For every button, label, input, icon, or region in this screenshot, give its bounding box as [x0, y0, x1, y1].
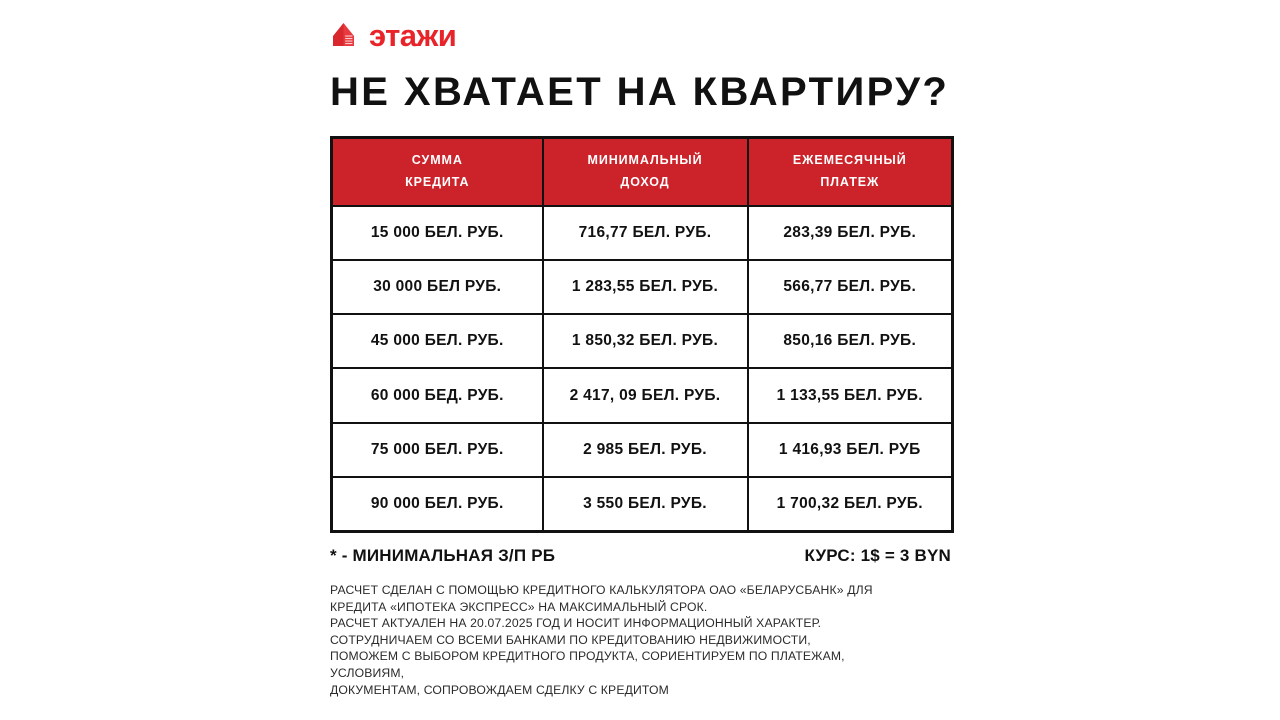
table-row: 30 000 БЕЛ РУБ. 1 283,55 БЕЛ. РУБ. 566,7…: [330, 258, 954, 316]
cell-loan-amount: 45 000 БЕЛ. РУБ.: [330, 313, 544, 370]
footnote-min-salary: * - МИНИМАЛЬНАЯ З/П РБ: [330, 546, 556, 565]
table-row: 15 000 БЕЛ. РУБ. 716,77 БЕЛ. РУБ. 283,39…: [330, 204, 954, 261]
cell-min-income: 716,77 БЕЛ. РУБ.: [541, 204, 749, 261]
column-header-min-income: МИНИМАЛЬНЫЙ ДОХОД: [541, 136, 749, 207]
cell-min-income: 3 550 БЕЛ. РУБ.: [541, 475, 749, 533]
footnote-exchange-rate: КУРС: 1$ = 3 BYN: [804, 546, 951, 565]
table-row: 45 000 БЕЛ. РУБ. 1 850,32 БЕЛ. РУБ. 850,…: [330, 313, 954, 370]
column-header-loan-amount-line1: СУММА: [411, 152, 463, 167]
cell-loan-amount: 15 000 БЕЛ. РУБ.: [330, 204, 544, 261]
column-header-loan-amount-line2: КРЕДИТА: [405, 174, 470, 189]
column-header-min-income-line2: ДОХОД: [620, 174, 670, 189]
cell-loan-amount: 75 000 БЕЛ. РУБ.: [330, 421, 544, 478]
table-body: 15 000 БЕЛ. РУБ. 716,77 БЕЛ. РУБ. 283,39…: [330, 204, 954, 533]
table-row: 60 000 БЕД. РУБ. 2 417, 09 БЕЛ. РУБ. 1 1…: [330, 367, 954, 424]
cell-loan-amount: 90 000 БЕЛ. РУБ.: [330, 475, 544, 533]
cell-monthly-payment: 283,39 БЕЛ. РУБ.: [746, 204, 954, 261]
cell-loan-amount: 30 000 БЕЛ РУБ.: [330, 258, 544, 316]
footnote-row: * - МИНИМАЛЬНАЯ З/П РБ КУРС: 1$ = 3 BYN: [330, 546, 951, 566]
cell-min-income: 1 283,55 БЕЛ. РУБ.: [541, 258, 749, 316]
disclaimer-text: РАСЧЕТ СДЕЛАН С ПОМОЩЬЮ КРЕДИТНОГО КАЛЬК…: [330, 583, 873, 697]
disclaimer-block: РАСЧЕТ СДЕЛАН С ПОМОЩЬЮ КРЕДИТНОГО КАЛЬК…: [330, 582, 970, 698]
column-header-monthly-payment: ЕЖЕМЕСЯЧНЫЙ ПЛАТЕЖ: [746, 136, 954, 207]
cell-monthly-payment: 850,16 БЕЛ. РУБ.: [746, 313, 954, 370]
table-row: 75 000 БЕЛ. РУБ. 2 985 БЕЛ. РУБ. 1 416,9…: [330, 421, 954, 478]
column-header-monthly-payment-line2: ПЛАТЕЖ: [820, 174, 880, 189]
credit-table: СУММА КРЕДИТА МИНИМАЛЬНЫЙ ДОХОД ЕЖЕМЕСЯЧ…: [330, 136, 954, 533]
building-logo-icon: [330, 22, 360, 48]
brand-logo[interactable]: этажи: [330, 16, 457, 54]
table-header: СУММА КРЕДИТА МИНИМАЛЬНЫЙ ДОХОД ЕЖЕМЕСЯЧ…: [330, 136, 954, 207]
cell-loan-amount: 60 000 БЕД. РУБ.: [330, 367, 544, 424]
column-header-loan-amount: СУММА КРЕДИТА: [330, 136, 544, 207]
cell-monthly-payment: 1 416,93 БЕЛ. РУБ: [746, 421, 954, 478]
column-header-monthly-payment-line1: ЕЖЕМЕСЯЧНЫЙ: [792, 152, 907, 167]
cell-min-income: 1 850,32 БЕЛ. РУБ.: [541, 313, 749, 370]
cell-monthly-payment: 1 700,32 БЕЛ. РУБ.: [746, 475, 954, 533]
cell-monthly-payment: 1 133,55 БЕЛ. РУБ.: [746, 367, 954, 424]
cell-min-income: 2 417, 09 БЕЛ. РУБ.: [541, 367, 749, 424]
cell-min-income: 2 985 БЕЛ. РУБ.: [541, 421, 749, 478]
page-title: НЕ ХВАТАЕТ НА КВАРТИРУ?: [330, 70, 950, 114]
table-row: 90 000 БЕЛ. РУБ. 3 550 БЕЛ. РУБ. 1 700,3…: [330, 475, 954, 533]
table-header-row: СУММА КРЕДИТА МИНИМАЛЬНЫЙ ДОХОД ЕЖЕМЕСЯЧ…: [330, 136, 954, 207]
column-header-min-income-line1: МИНИМАЛЬНЫЙ: [587, 152, 703, 167]
brand-name: этажи: [369, 17, 457, 53]
cell-monthly-payment: 566,77 БЕЛ. РУБ.: [746, 258, 954, 316]
